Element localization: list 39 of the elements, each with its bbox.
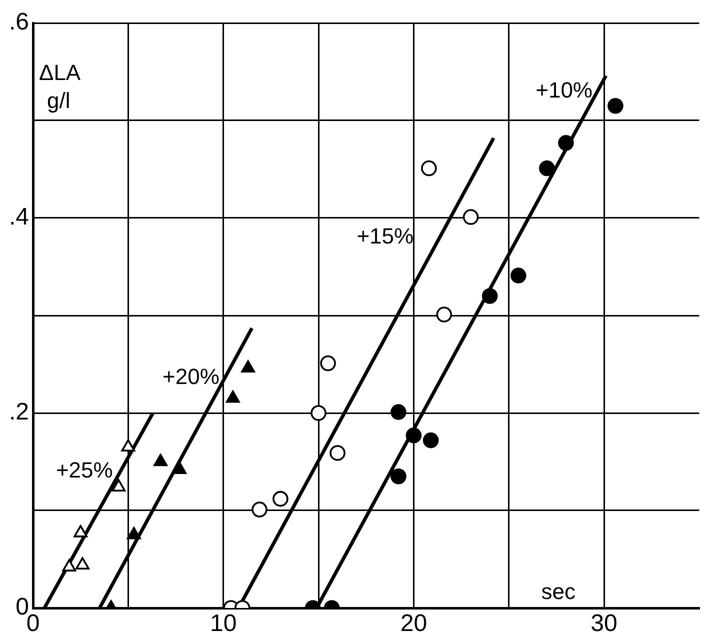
point xyxy=(608,98,624,114)
point xyxy=(539,160,555,176)
annotation: +10% xyxy=(536,77,592,102)
point xyxy=(482,288,498,304)
y-axis-title: ΔLA g/l xyxy=(39,60,81,114)
point xyxy=(310,405,326,421)
point xyxy=(76,557,90,570)
point xyxy=(421,160,437,176)
point xyxy=(330,445,346,461)
annotation: +15% xyxy=(356,224,414,249)
x-axis-title: sec xyxy=(541,579,576,604)
point xyxy=(558,135,574,151)
point xyxy=(172,462,187,474)
point xyxy=(436,306,452,322)
point xyxy=(126,526,141,540)
x-tick-label: 30 xyxy=(590,610,618,636)
annotation: +20% xyxy=(162,364,220,389)
point xyxy=(390,404,406,420)
point xyxy=(241,360,256,373)
x-tick-label: 10 xyxy=(210,610,237,636)
point xyxy=(226,390,240,403)
point xyxy=(74,525,88,538)
point xyxy=(390,468,406,484)
point xyxy=(320,355,336,372)
x-tick-label: 20 xyxy=(400,610,428,636)
point xyxy=(272,490,288,507)
point xyxy=(510,268,526,284)
y-tick-label: .6 xyxy=(8,8,29,36)
point xyxy=(422,432,439,448)
y-tick-label: .4 xyxy=(8,204,29,231)
point xyxy=(406,428,422,444)
point xyxy=(462,209,479,225)
point xyxy=(252,502,268,518)
point xyxy=(154,454,168,466)
y-tick-label: .2 xyxy=(8,398,29,426)
annotation: +25% xyxy=(56,458,113,483)
point xyxy=(62,559,76,572)
point xyxy=(112,479,126,492)
point xyxy=(121,439,136,452)
